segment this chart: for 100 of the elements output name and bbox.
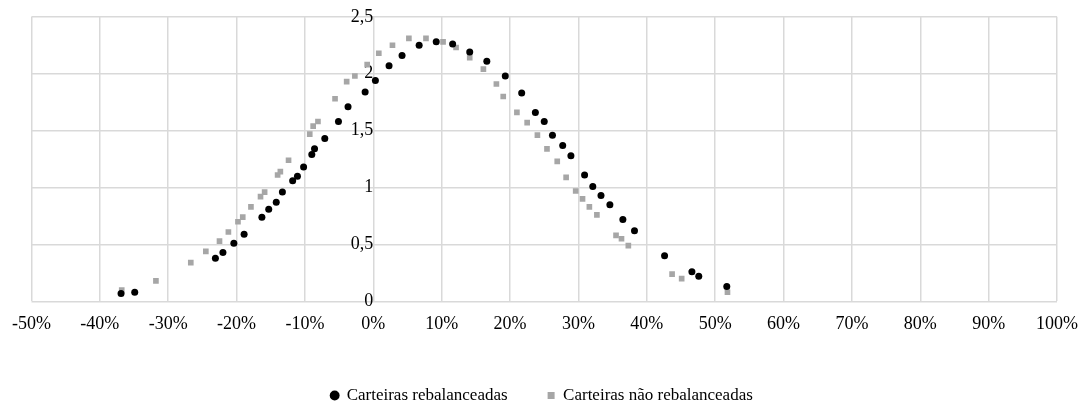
point: [352, 73, 358, 79]
x-tick-label: -40%: [80, 312, 120, 333]
point: [308, 151, 316, 159]
point: [688, 268, 696, 276]
point: [300, 163, 308, 171]
point: [117, 289, 125, 297]
point: [230, 239, 238, 247]
point: [559, 141, 567, 149]
point: [385, 62, 393, 70]
point: [361, 88, 369, 96]
point: [310, 123, 316, 129]
point: [131, 288, 139, 296]
point: [278, 188, 286, 196]
point: [389, 42, 396, 49]
x-tick-label: -50%: [11, 312, 51, 333]
x-tick-label: -30%: [148, 312, 188, 333]
point: [235, 218, 241, 225]
x-tick-label: 40%: [630, 312, 664, 333]
point: [332, 95, 338, 102]
point: [344, 103, 352, 111]
x-tick-label: -20%: [217, 312, 257, 333]
point: [406, 35, 412, 42]
point: [153, 278, 159, 284]
point: [514, 109, 520, 116]
x-tick-label: 0%: [361, 312, 386, 333]
point: [466, 48, 474, 56]
y-tick-label: 0: [364, 290, 374, 311]
point: [187, 259, 194, 266]
point: [579, 196, 586, 202]
x-tick-label: 10%: [425, 312, 459, 333]
point: [440, 39, 446, 45]
point: [321, 135, 329, 143]
point: [216, 238, 223, 244]
point: [695, 272, 703, 280]
legend-label: Carteiras não rebalanceadas: [563, 384, 753, 404]
x-tick-label: 80%: [903, 312, 937, 333]
point: [723, 283, 731, 291]
point: [554, 158, 561, 165]
point: [415, 41, 423, 49]
x-tick-label: 70%: [835, 312, 869, 333]
x-tick-label: 100%: [1036, 312, 1078, 333]
point: [661, 252, 669, 260]
point: [398, 52, 406, 60]
point: [466, 54, 473, 61]
point: [334, 118, 342, 126]
point: [371, 77, 379, 85]
point: [306, 131, 313, 137]
point: [618, 235, 625, 242]
point: [594, 212, 600, 218]
point: [613, 232, 619, 239]
y-tick-label: 0,5: [350, 233, 374, 254]
legend-label: Carteiras rebalanceadas: [346, 384, 508, 404]
point: [586, 204, 593, 210]
point: [285, 157, 292, 164]
point: [239, 214, 246, 220]
point: [619, 215, 627, 223]
point: [293, 172, 301, 180]
point: [423, 35, 429, 42]
point: [669, 271, 675, 277]
x-tick-label: 60%: [767, 312, 801, 333]
point: [343, 78, 350, 85]
point: [432, 38, 440, 46]
x-tick-label: 20%: [493, 312, 527, 333]
point: [524, 119, 530, 126]
point: [375, 50, 382, 57]
point: [531, 108, 539, 116]
point: [265, 205, 273, 213]
point: [501, 72, 509, 80]
point: [311, 145, 319, 153]
point: [480, 66, 487, 72]
point: [548, 131, 556, 139]
point: [567, 152, 575, 160]
point: [219, 248, 227, 256]
point: [272, 198, 280, 206]
point: [589, 182, 597, 190]
y-tick-label: 1: [364, 176, 374, 197]
point: [315, 118, 321, 125]
point: [572, 188, 579, 194]
point: [211, 254, 219, 262]
y-tick-label: 1,5: [350, 119, 374, 140]
point: [581, 171, 589, 179]
point: [606, 201, 614, 209]
x-tick-label: 30%: [561, 312, 595, 333]
y-tick-label: 2,5: [350, 5, 374, 26]
point: [493, 81, 500, 87]
point: [534, 132, 541, 139]
point: [289, 177, 297, 185]
point: [518, 89, 526, 97]
point: [258, 213, 266, 221]
x-tick-label: -10%: [285, 312, 325, 333]
point: [225, 229, 232, 235]
point: [540, 118, 548, 126]
point: [203, 248, 209, 255]
x-tick-label: 50%: [698, 312, 732, 333]
point: [544, 146, 550, 152]
point: [597, 192, 605, 200]
point: [449, 40, 457, 48]
point: [563, 174, 569, 181]
point: [630, 227, 638, 235]
point: [261, 189, 268, 195]
